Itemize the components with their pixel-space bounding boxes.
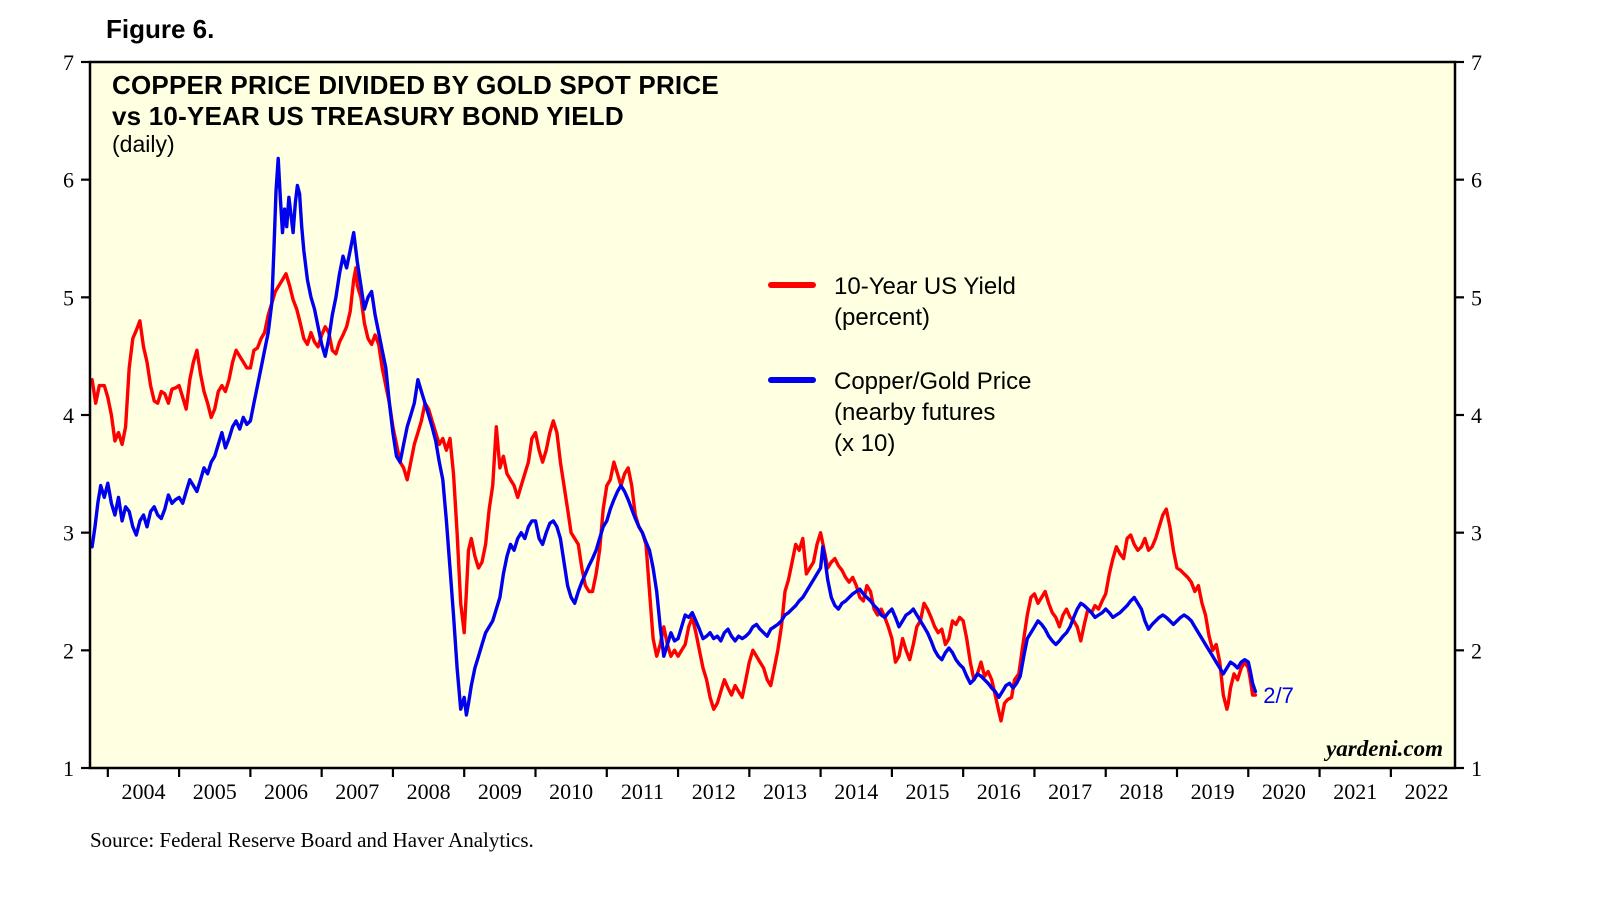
series-line-copper-gold-price bbox=[90, 156, 1258, 717]
legend-line: (nearby futures bbox=[834, 399, 996, 427]
legend-line: (percent) bbox=[834, 303, 931, 331]
x-tick-label: 2017 bbox=[1048, 779, 1092, 804]
y-tick-label-left: 4 bbox=[63, 403, 74, 428]
x-tick-label: 2011 bbox=[621, 779, 664, 804]
x-tick-label: 2016 bbox=[977, 779, 1021, 804]
y-tick-label-right: 4 bbox=[1471, 403, 1482, 428]
x-tick-label: 2004 bbox=[121, 779, 165, 804]
yardeni-watermark: yardeni.com bbox=[1326, 736, 1443, 761]
x-tick-label: 2007 bbox=[335, 779, 379, 804]
legend-item-copper-gold: Copper/Gold Price (nearby futures (x 10) bbox=[768, 367, 1031, 459]
x-tick-label: 2021 bbox=[1333, 779, 1377, 804]
x-tick-label: 2012 bbox=[692, 779, 736, 804]
chart-title-line-2: vs 10-YEAR US TREASURY BOND YIELD bbox=[112, 100, 624, 131]
red-line-swatch bbox=[768, 282, 816, 288]
y-tick-label-right: 1 bbox=[1471, 756, 1482, 781]
x-tick-label: 2008 bbox=[407, 779, 451, 804]
x-tick-label: 2009 bbox=[478, 779, 522, 804]
x-tick-label: 2022 bbox=[1404, 779, 1448, 804]
legend-label-10-year-yield: 10-Year US Yield (percent) bbox=[834, 272, 1016, 333]
y-tick-label-left: 1 bbox=[63, 756, 74, 781]
legend-item-10-year-yield: 10-Year US Yield (percent) bbox=[768, 272, 1031, 333]
chart-title-block: COPPER PRICE DIVIDED BY GOLD SPOT PRICE … bbox=[112, 70, 719, 159]
legend: 10-Year US Yield (percent) Copper/Gold P… bbox=[768, 272, 1031, 460]
x-tick-label: 2013 bbox=[763, 779, 807, 804]
x-tick-label: 2018 bbox=[1119, 779, 1163, 804]
figure-label: Figure 6. bbox=[106, 14, 215, 44]
x-tick-label: 2010 bbox=[549, 779, 593, 804]
y-tick-label-left: 2 bbox=[63, 638, 74, 663]
y-tick-label-right: 3 bbox=[1471, 521, 1482, 546]
x-tick-label: 2019 bbox=[1191, 779, 1235, 804]
y-tick-label-right: 6 bbox=[1471, 168, 1482, 193]
y-tick-label-left: 3 bbox=[63, 521, 74, 546]
y-tick-label-right: 5 bbox=[1471, 285, 1482, 310]
x-tick-label: 2015 bbox=[906, 779, 950, 804]
axis-ticks bbox=[81, 60, 1464, 777]
source-note: Source: Federal Reserve Board and Haver … bbox=[90, 828, 534, 852]
y-tick-label-left: 6 bbox=[63, 168, 74, 193]
blue-line-swatch bbox=[768, 377, 816, 384]
y-tick-label-left: 7 bbox=[63, 50, 74, 75]
series-line-10-year-us-yield bbox=[90, 266, 1258, 723]
chart-title-line-1: COPPER PRICE DIVIDED BY GOLD SPOT PRICE bbox=[112, 70, 719, 100]
axis-labels: 1 1 2 2 3 3 4 4 5 5 6 6 7 7 2004 2005 2006 2007 2008 2009 20… bbox=[63, 50, 1482, 804]
y-tick-label-right: 7 bbox=[1471, 50, 1482, 75]
chart-frequency-note: (daily) bbox=[112, 131, 175, 158]
legend-line: Copper/Gold Price bbox=[834, 368, 1032, 396]
y-tick-label-right: 2 bbox=[1471, 638, 1482, 663]
annotation-latest-date: 2/7 bbox=[1263, 683, 1294, 708]
legend-line: 10-Year US Yield bbox=[834, 273, 1016, 300]
plot-area bbox=[90, 62, 1455, 768]
x-tick-label: 2005 bbox=[193, 779, 237, 804]
legend-label-copper-gold: Copper/Gold Price (nearby futures (x 10) bbox=[834, 367, 1031, 459]
y-tick-label-left: 5 bbox=[63, 285, 74, 310]
plot-frame bbox=[88, 60, 1457, 770]
legend-line: (x 10) bbox=[834, 429, 896, 457]
x-tick-label: 2020 bbox=[1262, 779, 1306, 804]
x-tick-label: 2006 bbox=[264, 779, 308, 804]
x-tick-label: 2014 bbox=[834, 779, 878, 804]
